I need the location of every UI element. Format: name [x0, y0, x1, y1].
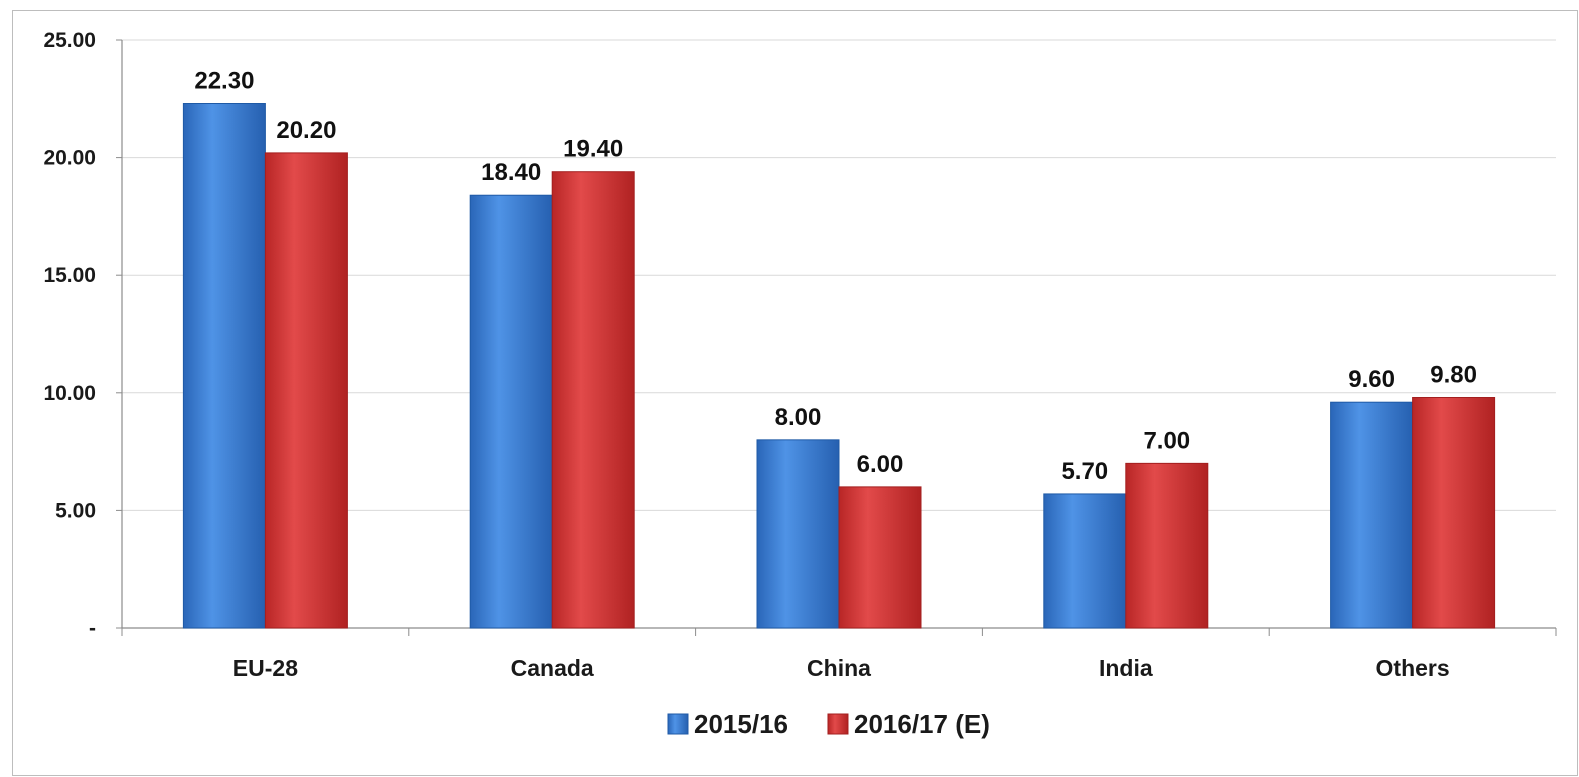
y-tick-label: 5.00	[55, 499, 96, 522]
axes: - 5.00 10.00 15.00 20.00 25.00 EU-28 Canada Chin…	[43, 29, 1557, 681]
data-label: 7.00	[1143, 427, 1190, 454]
legend-swatch	[827, 713, 849, 735]
bar-eu-28-s0	[182, 103, 266, 629]
y-tick-label: -	[89, 617, 96, 640]
legend-label: 2015/16	[694, 709, 788, 739]
data-label: 8.00	[775, 404, 822, 431]
x-tick-label: China	[807, 655, 871, 681]
labels: 22.30 20.20 18.40 19.40 8.00 6.00 5.70 7.00 9.60…	[194, 68, 1477, 485]
gridlines	[122, 39, 1556, 511]
data-label: 5.70	[1061, 458, 1108, 485]
bar-others-s1	[1412, 397, 1496, 629]
data-label: 6.00	[857, 451, 904, 478]
data-label: 22.30	[194, 68, 254, 95]
data-label: 18.40	[481, 159, 541, 186]
data-label: 19.40	[563, 136, 623, 163]
data-label: 9.80	[1430, 362, 1477, 389]
y-tick-label: 15.00	[43, 264, 96, 287]
data-label: 20.20	[276, 117, 336, 144]
y-tick-label: 10.00	[43, 382, 96, 405]
x-tick-label: India	[1099, 655, 1153, 681]
bar-india-s0	[1043, 493, 1127, 629]
bar-china-s0	[756, 439, 840, 629]
y-tick-label: 25.00	[43, 29, 96, 52]
x-tick-label: Others	[1376, 655, 1450, 681]
bars	[182, 103, 1496, 629]
bar-canada-s1	[551, 171, 635, 629]
bar-china-s1	[838, 486, 922, 629]
y-tick-label: 20.00	[43, 147, 96, 170]
bar-others-s0	[1330, 401, 1414, 629]
data-label: 9.60	[1348, 366, 1395, 393]
legend-label: 2016/17 (E)	[854, 709, 990, 739]
legend: 2015/16 2016/17 (E)	[667, 709, 990, 739]
bar-india-s1	[1125, 462, 1209, 629]
x-tick-label: EU-28	[233, 655, 298, 681]
x-tick-label: Canada	[511, 655, 594, 681]
legend-swatch	[667, 713, 689, 735]
bar-eu-28-s1	[264, 152, 348, 629]
bar-canada-s0	[469, 194, 553, 629]
